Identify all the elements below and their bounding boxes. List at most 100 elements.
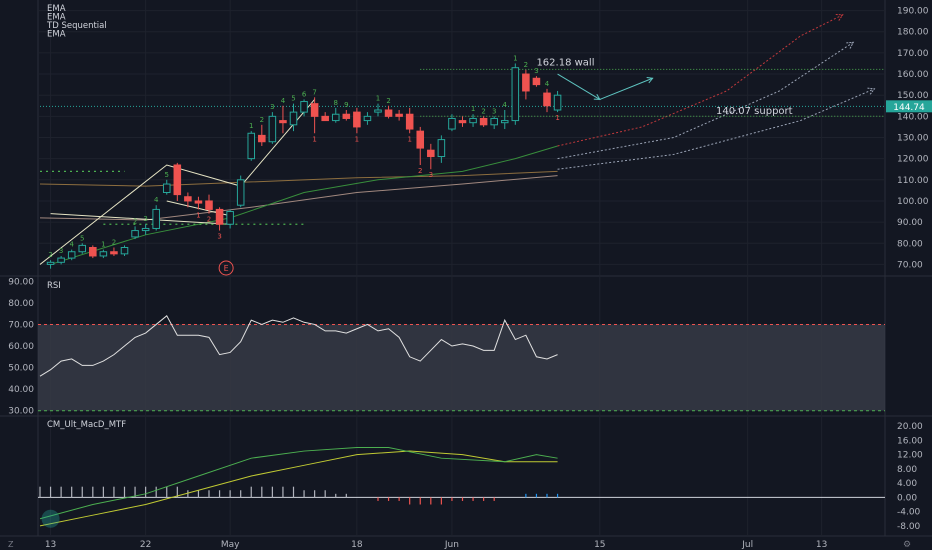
price-tick-label: 100.00 (897, 197, 929, 207)
td-count-label: 2 (418, 167, 422, 175)
candle-body (469, 117, 477, 124)
candle-body (437, 139, 446, 158)
candle-body (289, 111, 298, 126)
td-count-label: 3 (534, 67, 538, 75)
td-count-label: 2 (386, 97, 390, 105)
macd-tick-label: 16.00 (897, 436, 923, 446)
td-count-label: 9 (344, 101, 348, 109)
candle-body (99, 251, 108, 257)
td-count-label: 3 (492, 107, 496, 115)
settings-icon: ⚙ (903, 540, 911, 550)
candle-body (247, 132, 256, 160)
candle-body (532, 77, 541, 86)
td-count-label: 1 (249, 122, 253, 130)
candle-body (152, 208, 160, 229)
price-tick-label: 150.00 (897, 91, 929, 101)
candle-body (511, 67, 520, 122)
candle-body (479, 117, 488, 126)
projection-path (557, 88, 875, 170)
candle-body (205, 200, 213, 210)
current-price-tag (886, 100, 932, 113)
macd-tick-label: -8.00 (897, 522, 921, 532)
candle-body (268, 115, 277, 143)
candle-body (194, 200, 203, 204)
td-count-label: 2 (260, 116, 264, 124)
candle-body (448, 117, 456, 130)
macd-pane[interactable] (38, 447, 885, 528)
candle-body (258, 134, 266, 143)
level-label: 140.07 support (716, 106, 793, 117)
time-tick-label: 18 (351, 540, 363, 550)
price-tick-label: 170.00 (897, 49, 929, 59)
projection-arrowhead (846, 41, 855, 49)
ema-line-mid (39, 170, 558, 187)
td-count-label: 1 (355, 135, 359, 143)
td-count-label: 3 (429, 171, 433, 179)
price-tick-label: 80.00 (897, 239, 923, 249)
td-count-label: 5 (291, 95, 295, 103)
candle-body (374, 109, 382, 113)
td-count-label: 4 (503, 101, 508, 109)
price-tick-label: 90.00 (897, 218, 923, 228)
macd-signal-line (39, 450, 558, 527)
price-tick-label: 180.00 (897, 28, 929, 38)
td-count-label: 2 (112, 239, 116, 247)
timezone-label: Z (8, 540, 14, 549)
rsi-tick-label: 90.00 (8, 277, 34, 287)
price-tick-label: 110.00 (897, 176, 929, 186)
rsi-pane[interactable] (38, 315, 885, 412)
price-tick-label: 160.00 (897, 70, 929, 80)
td-count-label: 2 (48, 251, 52, 259)
indicator-legend-item: EMA (47, 30, 66, 40)
td-count-label: 1 (471, 105, 475, 113)
time-tick-label: 22 (140, 540, 151, 550)
td-count-label: 1 (376, 95, 380, 103)
td-count-label: 8 (334, 99, 338, 107)
candle-body (405, 113, 414, 130)
price-tick-label: 140.00 (897, 112, 929, 122)
rsi-tick-label: 70.00 (8, 320, 34, 330)
rsi-tick-label: 50.00 (8, 364, 34, 374)
macd-title: CM_Ult_MacD_MTF (47, 420, 126, 430)
candle-body (300, 101, 308, 113)
candle-body (131, 230, 139, 238)
candle-body (279, 120, 287, 124)
td-count-label: 1 (101, 241, 105, 249)
macd-tick-label: 8.00 (897, 465, 917, 475)
ema-line-fast (50, 145, 558, 265)
grid (0, 0, 932, 537)
candle-body (310, 103, 319, 117)
td-count-label: 3 (143, 215, 147, 223)
price-tick-label: 70.00 (897, 260, 923, 270)
td-count-label: 5 (165, 171, 169, 179)
candle-body (331, 113, 340, 122)
projection-arrowhead (835, 14, 844, 21)
time-tick-label: 13 (45, 540, 56, 550)
candle-body (353, 111, 361, 128)
candle-body (500, 120, 509, 124)
candle-body (57, 257, 65, 263)
time-tick-label: May (221, 540, 240, 550)
projection-path (557, 14, 843, 147)
time-tick-label: 15 (594, 540, 605, 550)
candle-body (416, 130, 425, 149)
rsi-tick-label: 40.00 (8, 385, 34, 395)
macd-tick-label: 12.00 (897, 451, 923, 461)
macd-cross-icon (41, 509, 60, 528)
candle-body (173, 164, 182, 196)
annotation-arrow (557, 73, 601, 100)
td-count-label: 3 (270, 103, 274, 111)
rsi-tick-label: 60.00 (8, 342, 34, 352)
candle-body (236, 179, 245, 206)
candle-body (427, 149, 435, 158)
candle-body (522, 73, 530, 92)
indicator-legend-item: EMA (47, 13, 66, 23)
candle-body (458, 120, 467, 124)
price-axis: 190.00180.00170.00160.00150.00140.00130.… (8, 7, 932, 532)
candle-body (67, 251, 76, 259)
macd-tick-label: 20.00 (897, 422, 923, 432)
rsi-tick-label: 30.00 (8, 407, 34, 417)
